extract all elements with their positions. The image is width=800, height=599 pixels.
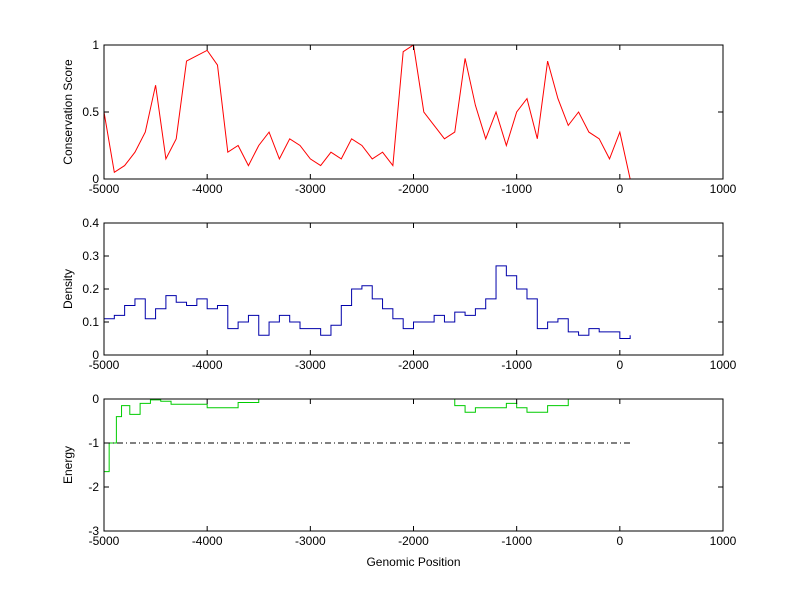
x-tick-label: -2000 [398,534,429,548]
x-tick-label: -2000 [398,358,429,372]
x-tick-label: -3000 [295,182,326,196]
x-tick-label: -1000 [501,358,532,372]
x-tick-label: -3000 [295,358,326,372]
x-tick-label: -2000 [398,182,429,196]
data-line [104,398,569,473]
y-tick-label: 0 [92,172,99,186]
y-tick-label: 0 [92,392,99,406]
y-tick-label: 0.5 [82,105,99,119]
x-tick-label: -3000 [295,534,326,548]
x-tick-label: -4000 [192,182,223,196]
y-axis-label: Conservation Score [61,59,75,165]
x-axis-label: Genomic Position [366,555,460,569]
y-tick-label: -1 [88,436,99,450]
x-tick-label: -4000 [192,534,223,548]
x-tick-label: 1000 [710,534,737,548]
axes-box [103,44,724,180]
y-tick-label: 0.2 [82,282,99,296]
y-tick-label: 1 [92,38,99,52]
y-tick-label: 0.4 [82,216,99,230]
x-tick-label: 0 [616,534,623,548]
x-tick-label: -1000 [501,182,532,196]
x-tick-label: -5000 [89,534,120,548]
y-axis-label: Density [61,269,75,309]
data-line [104,265,631,339]
y-tick-label: -2 [88,480,99,494]
y-tick-label: -3 [88,524,99,538]
x-tick-label: -5000 [89,182,120,196]
x-tick-label: 0 [616,358,623,372]
x-tick-label: 1000 [710,358,737,372]
axes-box [103,398,724,532]
y-axis-label: Energy [61,446,75,484]
x-tick-label: 1000 [710,182,737,196]
x-tick-label: -1000 [501,534,532,548]
x-tick-label: 0 [616,182,623,196]
data-line [103,44,631,180]
x-tick-label: -5000 [89,358,120,372]
y-tick-label: 0.1 [82,315,99,329]
x-tick-label: -4000 [192,358,223,372]
y-tick-label: 0 [92,348,99,362]
y-tick-label: 0.3 [82,249,99,263]
